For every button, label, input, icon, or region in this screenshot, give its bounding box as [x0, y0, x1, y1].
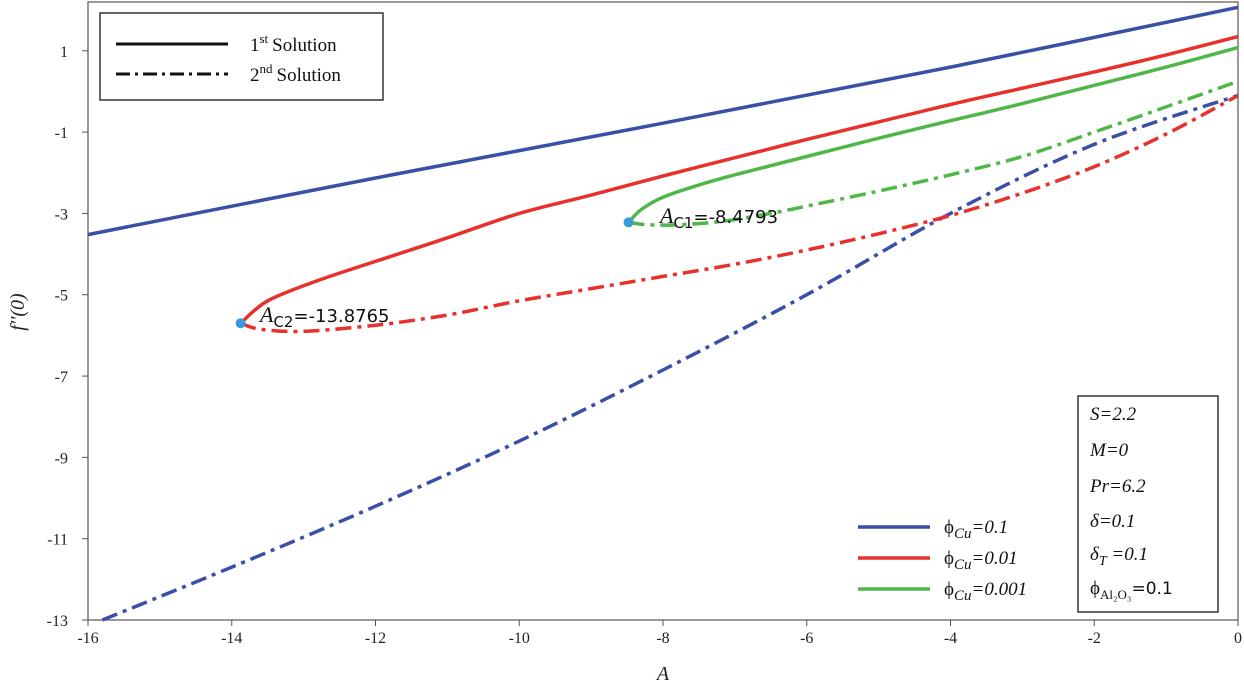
x-tick-label: -4: [944, 630, 957, 647]
critical-points: [235, 217, 634, 329]
x-tick-label: 0: [1234, 630, 1242, 647]
y-tick-label: -3: [55, 206, 68, 223]
y-axis-label: f''(0): [7, 293, 29, 331]
series-line-3: [240, 93, 1239, 334]
y-tick-label: -13: [47, 613, 68, 630]
x-tick-label: -2: [1088, 630, 1101, 647]
x-axis-ticks: -16 -14 -12 -10 -8 -6 -4 -2 0: [77, 620, 1242, 647]
y-tick-label: -5: [55, 288, 68, 305]
y-axis-ticks: 1 -1 -3 -5 -7 -9 -11 -13: [47, 44, 88, 630]
series-line-2: [239, 34, 1239, 325]
x-tick-label: -10: [509, 630, 530, 647]
param-delta-t: δT =0.1: [1090, 544, 1148, 569]
y-tick-label: -7: [55, 369, 68, 386]
x-tick-label: -6: [800, 630, 813, 647]
param-pr: Pr=6.2: [1089, 476, 1146, 497]
series-line-4: [627, 45, 1239, 224]
series-line-1: [101, 93, 1239, 622]
y-tick-label: -1: [55, 125, 68, 142]
color-legend-label-2: ϕCu=0.001: [944, 579, 1027, 604]
x-axis-label: A: [655, 663, 670, 684]
critical-point-1: [235, 318, 246, 329]
style-legend: 1st Solution 2nd Solution: [99, 12, 384, 101]
y-tick-label: 1: [60, 44, 68, 61]
color-legend-label-0: ϕCu=0.1: [944, 517, 1008, 542]
x-tick-label: -12: [365, 630, 386, 647]
series-group: [87, 5, 1239, 622]
param-delta: δ=0.1: [1090, 511, 1135, 532]
param-m: M=0: [1089, 440, 1129, 461]
series-line-0: [87, 5, 1239, 237]
legend-second-solution: 2nd Solution: [250, 61, 341, 86]
critical-point-0: [623, 217, 634, 228]
annotation-ac1: AC1=-8.4793: [658, 203, 778, 232]
param-phi-al2o3: ϕAl₂O₃=0.1: [1090, 578, 1173, 602]
param-s: S=2.2: [1090, 404, 1137, 425]
x-tick-label: -16: [77, 630, 98, 647]
parameter-box-frame: [1077, 395, 1219, 613]
parameter-box: S=2.2 M=0 Pr=6.2 δ=0.1 δT =0.1 ϕAl₂O₃=0.…: [1077, 395, 1219, 613]
annotation-ac2: AC2=-13.8765: [258, 302, 390, 331]
y-tick-label: -9: [55, 450, 68, 467]
style-legend-box: [99, 12, 384, 101]
x-tick-label: -14: [221, 630, 242, 647]
color-legend-label-1: ϕCu=0.01: [944, 548, 1018, 573]
series-line-5: [628, 79, 1239, 227]
x-tick-label: -8: [656, 630, 669, 647]
y-tick-label: -11: [47, 532, 68, 549]
legend-first-solution: 1st Solution: [250, 31, 337, 56]
color-legend: ϕCu=0.1 ϕCu=0.01 ϕCu=0.001: [858, 517, 1027, 604]
